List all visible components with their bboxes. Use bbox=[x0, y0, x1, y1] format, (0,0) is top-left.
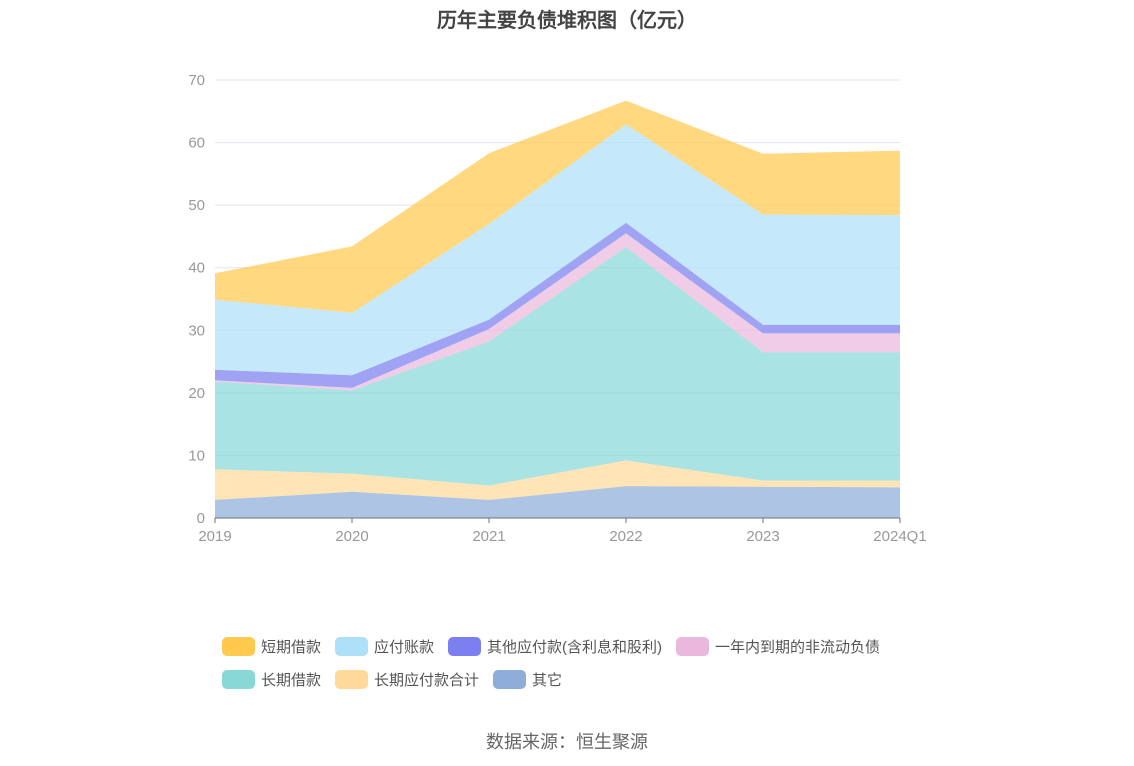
legend-label: 长期应付款合计 bbox=[374, 672, 480, 689]
legend-item[interactable]: 应付账款 bbox=[335, 636, 434, 657]
legend-item[interactable]: 其他应付款(含利息和股利) bbox=[448, 636, 662, 657]
y-tick-label: 40 bbox=[188, 260, 205, 277]
y-tick-label: 10 bbox=[188, 447, 205, 464]
legend-label: 短期借款 bbox=[261, 639, 322, 656]
stacked-area-chart: 0 10 20 30 40 50 60 70 2019 2020 2021 2022 2023 2024Q… bbox=[188, 72, 926, 545]
legend-swatch bbox=[222, 670, 255, 689]
legend-label: 其他应付款(含利息和股利) bbox=[487, 639, 663, 656]
y-tick-label: 20 bbox=[188, 385, 205, 402]
y-tick-label: 50 bbox=[188, 197, 205, 214]
legend-row: 短期借款 应付账款 其他应付款(含利息和股利) 一年内到期的非流动负债 bbox=[222, 630, 982, 663]
x-tick-label: 2020 bbox=[335, 528, 368, 545]
x-tick-label: 2021 bbox=[472, 528, 505, 545]
area-series bbox=[215, 460, 900, 500]
legend-swatch bbox=[335, 637, 369, 656]
area-series bbox=[215, 124, 900, 376]
legend-label: 一年内到期的非流动负债 bbox=[715, 639, 881, 656]
legend-item[interactable]: 一年内到期的非流动负债 bbox=[676, 636, 880, 657]
y-tick-label: 0 bbox=[197, 510, 205, 527]
y-tick-label: 70 bbox=[188, 72, 205, 89]
legend-swatch bbox=[222, 637, 255, 656]
legend-swatch bbox=[335, 670, 369, 689]
x-tick-label: 2019 bbox=[198, 528, 231, 545]
area-series bbox=[215, 486, 900, 518]
legend-item[interactable]: 短期借款 bbox=[222, 636, 321, 657]
legend-row: 长期借款 长期应付款合计 其它 bbox=[222, 663, 982, 696]
legend-label: 其它 bbox=[532, 672, 563, 689]
x-tick-label: 2024Q1 bbox=[873, 528, 926, 545]
x-tick-label: 2023 bbox=[746, 528, 779, 545]
y-tick-label: 60 bbox=[188, 135, 205, 152]
legend-label: 应付账款 bbox=[374, 639, 435, 656]
data-source-note: 数据来源：恒生聚源 bbox=[486, 732, 648, 752]
legend-item[interactable]: 其它 bbox=[493, 669, 562, 690]
y-tick-label: 30 bbox=[188, 322, 205, 339]
legend-swatch bbox=[448, 637, 482, 656]
x-tick-label: 2022 bbox=[609, 528, 642, 545]
area-series bbox=[215, 100, 900, 313]
legend-item[interactable]: 长期应付款合计 bbox=[335, 669, 479, 690]
chart-title: 历年主要负债堆积图（亿元） bbox=[437, 10, 697, 32]
area-series bbox=[215, 247, 900, 486]
chart-legend: 短期借款 应付账款 其他应付款(含利息和股利) 一年内到期的非流动负债 长期借款 长期应… bbox=[222, 630, 982, 696]
legend-swatch bbox=[493, 670, 527, 689]
legend-swatch bbox=[676, 637, 710, 656]
legend-item[interactable]: 长期借款 bbox=[222, 669, 321, 690]
legend-label: 长期借款 bbox=[261, 672, 322, 689]
